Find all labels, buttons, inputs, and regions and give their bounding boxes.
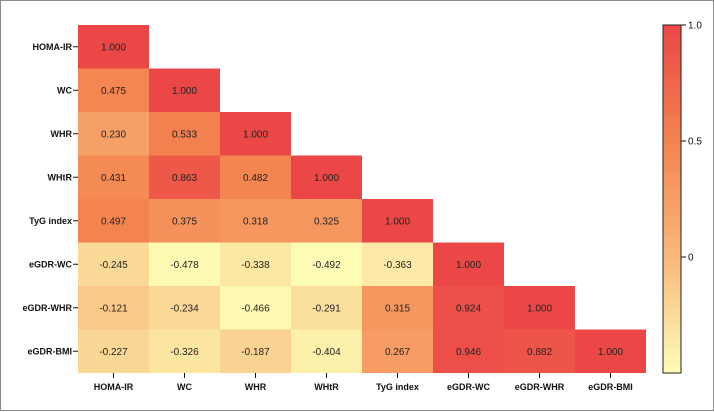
heatmap-cell-3-2 bbox=[220, 155, 291, 199]
cell-value-label: -0.291 bbox=[312, 303, 341, 314]
row-label: WC bbox=[57, 85, 72, 95]
cell-value-label: -0.492 bbox=[312, 260, 341, 271]
cell-value-label: -0.404 bbox=[312, 347, 341, 358]
cell-value-label: 0.315 bbox=[385, 303, 410, 314]
cell-value-label: -0.245 bbox=[99, 260, 128, 271]
heatmap-cell-5-3 bbox=[291, 242, 362, 286]
heatmap-cell-6-2 bbox=[220, 286, 291, 330]
heatmap-cell-7-1 bbox=[149, 329, 220, 373]
heatmap-cell-2-2 bbox=[220, 112, 291, 156]
heatmap-cell-6-4 bbox=[362, 286, 433, 330]
cell-value-label: 1.000 bbox=[314, 173, 339, 184]
heatmap-cell-6-3 bbox=[291, 286, 362, 330]
column-label: WHR bbox=[245, 382, 267, 392]
heatmap-cell-7-0 bbox=[78, 329, 149, 373]
cell-value-label: 0.882 bbox=[527, 347, 552, 358]
cell-value-label: 1.000 bbox=[243, 129, 268, 140]
column-label: TyG index bbox=[376, 382, 419, 392]
cell-value-label: 0.482 bbox=[243, 173, 268, 184]
heatmap-cell-4-2 bbox=[220, 199, 291, 243]
cell-value-label: 0.318 bbox=[243, 216, 268, 227]
heatmap-cell-7-6 bbox=[504, 329, 575, 373]
heatmap-cell-6-0 bbox=[78, 286, 149, 330]
row-label: WHtR bbox=[48, 172, 73, 182]
cell-value-label: 1.000 bbox=[527, 303, 552, 314]
cell-value-label: 0.946 bbox=[456, 347, 481, 358]
cell-value-label: -0.466 bbox=[241, 303, 270, 314]
cell-value-label: -0.187 bbox=[241, 347, 270, 358]
cell-value-label: 1.000 bbox=[101, 42, 126, 53]
heatmap-cell-6-6 bbox=[504, 286, 575, 330]
heatmap-cell-7-4 bbox=[362, 329, 433, 373]
cell-value-label: -0.234 bbox=[170, 303, 199, 314]
cell-value-label: 1.000 bbox=[598, 347, 623, 358]
heatmap-cell-7-5 bbox=[433, 329, 504, 373]
heatmap-cell-3-0 bbox=[78, 155, 149, 199]
heatmap-cell-4-4 bbox=[362, 199, 433, 243]
heatmap-cells: 1.000 0.475 1.000 0.230 0.533 1.000 0.431 0.863… bbox=[78, 25, 646, 373]
colorbar-tick-label: 1.0 bbox=[688, 21, 702, 32]
cell-value-label: -0.121 bbox=[99, 303, 128, 314]
colorbar: 1.0 0.5 0 bbox=[662, 21, 702, 374]
heatmap-cell-2-0 bbox=[78, 112, 149, 156]
row-label: TyG index bbox=[29, 216, 72, 226]
heatmap-cell-7-7 bbox=[575, 329, 646, 373]
column-labels: HOMA-IR WC WHR WHtR TyG index eGDR-WC eGDR-WHR… bbox=[94, 373, 633, 392]
row-label: WHR bbox=[51, 129, 73, 139]
cell-value-label: 0.431 bbox=[101, 173, 126, 184]
colorbar-tick-label: 0.5 bbox=[688, 137, 702, 148]
heatmap-cell-7-2 bbox=[220, 329, 291, 373]
cell-value-label: 0.375 bbox=[172, 216, 197, 227]
colorbar-gradient bbox=[662, 24, 682, 374]
column-label: eGDR-WHR bbox=[515, 382, 565, 392]
cell-value-label: 1.000 bbox=[385, 216, 410, 227]
cell-value-label: -0.326 bbox=[170, 347, 199, 358]
column-label: WHtR bbox=[314, 382, 339, 392]
cell-value-label: 1.000 bbox=[456, 260, 481, 271]
heatmap-cell-1-1 bbox=[149, 68, 220, 112]
cell-value-label: -0.363 bbox=[383, 260, 412, 271]
cell-value-label: -0.338 bbox=[241, 260, 270, 271]
heatmap-cell-0-0 bbox=[78, 25, 149, 69]
heatmap-cell-4-1 bbox=[149, 199, 220, 243]
row-labels: HOMA-IR WC WHR WHtR TyG index eGDR-WC eGDR-WHR… bbox=[23, 42, 78, 356]
cell-value-label: 0.267 bbox=[385, 347, 410, 358]
heatmap-cell-6-1 bbox=[149, 286, 220, 330]
heatmap-cell-5-0 bbox=[78, 242, 149, 286]
heatmap-cell-6-5 bbox=[433, 286, 504, 330]
cell-value-label: 0.533 bbox=[172, 129, 197, 140]
row-label: eGDR-WC bbox=[29, 259, 72, 269]
cell-value-label: 0.497 bbox=[101, 216, 126, 227]
row-label: HOMA-IR bbox=[33, 42, 73, 52]
heatmap-cell-4-3 bbox=[291, 199, 362, 243]
cell-value-label: 0.475 bbox=[101, 86, 126, 97]
colorbar-tick-label: 0 bbox=[688, 253, 694, 264]
column-label: WC bbox=[177, 382, 192, 392]
row-label: eGDR-WHR bbox=[23, 303, 73, 313]
cell-value-label: 0.924 bbox=[456, 303, 481, 314]
column-label: eGDR-WC bbox=[447, 382, 490, 392]
cell-value-label: 0.230 bbox=[101, 129, 126, 140]
heatmap-cell-2-1 bbox=[149, 112, 220, 156]
column-label: HOMA-IR bbox=[94, 382, 134, 392]
heatmap-cell-5-5 bbox=[433, 242, 504, 286]
heatmap-cell-5-4 bbox=[362, 242, 433, 286]
heatmap-cell-5-2 bbox=[220, 242, 291, 286]
heatmap-cell-3-1 bbox=[149, 155, 220, 199]
column-label: eGDR-BMI bbox=[588, 382, 633, 392]
row-label: eGDR-BMI bbox=[28, 346, 73, 356]
cell-value-label: -0.478 bbox=[170, 260, 199, 271]
cell-value-label: -0.227 bbox=[99, 347, 128, 358]
heatmap-cell-7-3 bbox=[291, 329, 362, 373]
cell-value-label: 0.325 bbox=[314, 216, 339, 227]
heatmap-cell-4-0 bbox=[78, 199, 149, 243]
cell-value-label: 0.863 bbox=[172, 173, 197, 184]
heatmap-cell-1-0 bbox=[78, 68, 149, 112]
cell-value-label: 1.000 bbox=[172, 86, 197, 97]
heatmap-cell-3-3 bbox=[291, 155, 362, 199]
heatmap-cell-5-1 bbox=[149, 242, 220, 286]
